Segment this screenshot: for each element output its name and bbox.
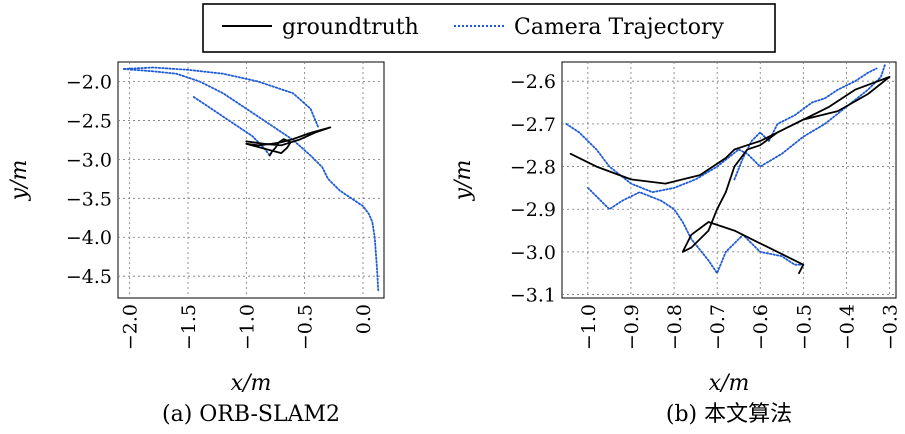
caption-b: (b) 本文算法 (666, 402, 792, 427)
x-tick-label: −0.7 (707, 304, 729, 350)
x-tick-label: −1.5 (178, 304, 200, 350)
groundtruth-line (245, 126, 332, 157)
plot-frame (117, 61, 385, 299)
x-tick-label: −1.0 (578, 304, 600, 350)
panel-orb-slam2: −2.0 −1.5 −1.0 −0.5 0.0 −2.0 −2.5 −3.0 −3.5 −4.0… (7, 61, 385, 427)
legend-groundtruth-label: groundtruth (282, 15, 419, 40)
panel-proposed-algorithm: −1.0 −0.9 −0.8 −0.7 −0.6 −0.5 −0.4 −0.3 −2.6−2.… (451, 61, 902, 427)
x-tick-label: −0.8 (664, 304, 686, 350)
x-tick-label: −0.5 (295, 304, 317, 350)
y-tick-labels: −2.6 −2.7 −2.8 −2.9 −3.0 −3.1 (510, 71, 556, 306)
camera-trajectory-line (122, 68, 380, 292)
grid-lines (562, 62, 896, 298)
x-axis-label: x/m (709, 371, 750, 396)
y-tick-label: −2.0 (66, 71, 112, 93)
y-tick-labels: −2.0 −2.5 −3.0 −3.5 −4.0 −4.5 (66, 71, 112, 288)
plot-frame (561, 61, 897, 299)
x-tick-labels: −1.0 −0.9 −0.8 −0.7 −0.6 −0.5 −0.4 −0.3 (578, 304, 902, 350)
y-tick-label: −4.0 (66, 227, 112, 249)
legend-camera-label: Camera Trajectory (514, 15, 725, 40)
y-axis-label: y/m (451, 160, 476, 202)
caption-a: (a) ORB-SLAM2 (162, 402, 340, 427)
y-tick-label: −3.5 (66, 188, 112, 210)
x-tick-label: −0.6 (750, 304, 772, 350)
x-tick-label: −0.4 (836, 304, 858, 350)
groundtruth-line (569, 76, 891, 275)
y-axis-label: y/m (7, 160, 32, 202)
trajectory-lines (565, 63, 891, 275)
y-tick-label: −2.5 (66, 110, 112, 132)
x-tick-label: 0.0 (353, 304, 375, 334)
x-tick-label: −1.0 (236, 304, 258, 350)
trajectory-lines (122, 66, 380, 292)
grid-lines (118, 62, 384, 298)
y-tick-label: −2.6 (510, 71, 556, 93)
camera-trajectory-line (587, 186, 805, 275)
y-tick-label: −2.9 (510, 199, 556, 221)
camera-trajectory-line (122, 66, 320, 130)
y-tick-label: −4.5 (66, 266, 112, 288)
x-tick-label: −2.0 (120, 304, 142, 350)
legend: groundtruth Camera Trajectory (202, 3, 776, 53)
x-tick-label: −0.9 (621, 304, 643, 350)
y-tick-label: −2.8 (510, 157, 556, 179)
y-tick-label: −3.1 (510, 285, 556, 307)
y-tick-label: −2.7 (510, 114, 556, 136)
legend-box (202, 3, 776, 53)
x-tick-label: −0.3 (880, 304, 902, 350)
x-tick-labels: −2.0 −1.5 −1.0 −0.5 0.0 (120, 304, 375, 350)
y-tick-label: −3.0 (66, 149, 112, 171)
y-tick-label: −3.0 (510, 242, 556, 264)
camera-trajectory-line (733, 67, 878, 181)
x-axis-label: x/m (231, 371, 272, 396)
x-tick-label: −0.5 (793, 304, 815, 350)
